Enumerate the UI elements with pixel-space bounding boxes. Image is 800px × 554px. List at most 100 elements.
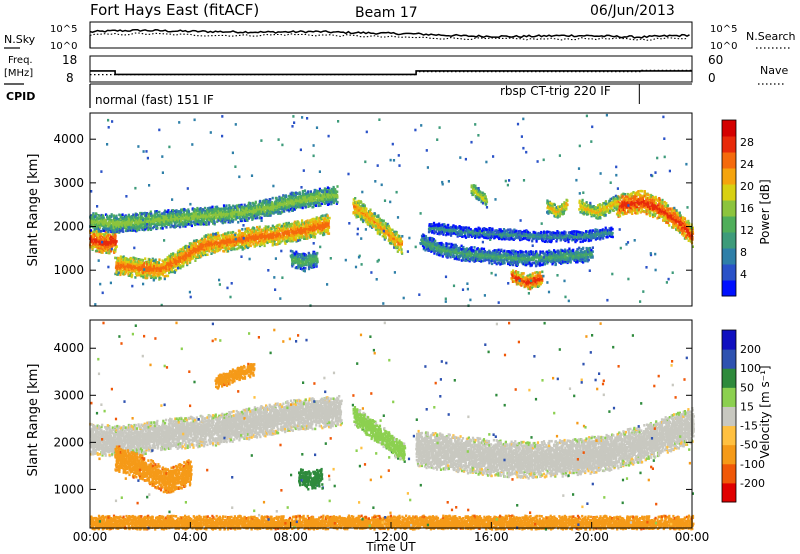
heatmap-cell (269, 238, 273, 241)
heatmap-cell (265, 200, 268, 203)
heatmap-cell (295, 240, 298, 243)
heatmap-cell (161, 272, 164, 275)
heatmap-cell (376, 232, 379, 235)
heatmap-cell (178, 219, 182, 223)
heatmap-cell (437, 244, 440, 247)
heatmap-cell (217, 241, 220, 245)
heatmap-cell (327, 226, 331, 229)
heatmap-cell (246, 229, 249, 233)
heatmap-cell (400, 248, 403, 251)
heatmap-cell (159, 226, 162, 230)
heatmap-cell (436, 242, 439, 245)
heatmap-cell (95, 230, 98, 233)
heatmap-cell (191, 215, 194, 218)
heatmap-cell (366, 211, 369, 215)
heatmap-cell (240, 218, 243, 221)
heatmap-cell (242, 235, 245, 238)
heatmap-cell (382, 219, 385, 223)
heatmap-cell (168, 268, 171, 271)
heatmap-cell (122, 221, 125, 225)
heatmap-cell (238, 232, 241, 235)
heatmap-cell (167, 216, 170, 219)
heatmap-cell (117, 218, 120, 221)
heatmap-cell (327, 190, 330, 194)
heatmap-cell (159, 272, 162, 276)
heatmap-cell (252, 242, 255, 246)
heatmap-cell (121, 221, 124, 225)
heatmap-cell (190, 216, 193, 220)
heatmap-cell (323, 202, 327, 205)
heatmap-cell (355, 200, 358, 204)
heatmap-cell (148, 263, 151, 266)
heatmap-cell (282, 238, 285, 241)
heatmap-cell (291, 236, 294, 240)
heatmap-cell (395, 236, 398, 239)
heatmap-cell (453, 246, 456, 250)
heatmap-cell (163, 211, 166, 214)
heatmap-cell (368, 218, 371, 222)
heatmap-cell (124, 229, 128, 233)
heatmap-cell (220, 234, 223, 237)
heatmap-cell (172, 252, 175, 255)
heatmap-cell (306, 237, 309, 240)
heatmap-cell (288, 202, 291, 206)
heatmap-cell (360, 209, 363, 213)
heatmap-cell (198, 211, 201, 214)
heatmap-cell (288, 231, 291, 235)
heatmap-cell (238, 212, 241, 215)
heatmap-cell (106, 245, 109, 249)
heatmap-cell (326, 193, 329, 197)
heatmap-cell (136, 264, 139, 268)
heatmap-cell (247, 243, 250, 247)
heatmap-cell (321, 214, 324, 217)
heatmap-cell (113, 235, 116, 238)
heatmap-cell (299, 195, 302, 198)
heatmap-cell (116, 267, 119, 271)
heatmap-cell (440, 253, 443, 257)
heatmap-cell (130, 273, 134, 277)
heatmap-cell (182, 257, 185, 260)
heatmap-cell (228, 247, 231, 250)
heatmap-cell (242, 243, 245, 247)
heatmap-cell (220, 209, 223, 213)
heatmap-cell (256, 228, 259, 232)
heatmap-cell (176, 219, 179, 223)
heatmap-cell (454, 248, 458, 251)
heatmap-cell (194, 243, 198, 246)
heatmap-cell (223, 212, 226, 215)
date-title: 06/Jun/2013 (590, 3, 675, 19)
heatmap-cell (186, 263, 189, 267)
heatmap-cell (373, 218, 376, 221)
heatmap-cell (270, 232, 273, 236)
heatmap-cell (369, 208, 372, 212)
heatmap-cell (377, 214, 380, 217)
heatmap-cell (149, 268, 152, 272)
heatmap-cell (208, 250, 211, 253)
heatmap-cell (214, 212, 218, 215)
noise-panel: N.Sky 10^5 10^0 10^5 10^0 N.Search (4, 21, 796, 52)
heatmap-cell (244, 213, 247, 216)
heatmap-cell (363, 205, 366, 209)
heatmap-cell (318, 189, 322, 192)
heatmap-cell (114, 243, 117, 246)
heatmap-cell (126, 229, 130, 232)
heatmap-cell (313, 236, 317, 239)
heatmap-cell (144, 276, 147, 280)
heatmap-cell (471, 252, 474, 255)
heatmap-cell (128, 274, 131, 277)
heatmap-cell (144, 221, 147, 224)
heatmap-cell (130, 260, 133, 264)
heatmap-cell (359, 205, 362, 208)
heatmap-cell (216, 241, 219, 245)
heatmap-cell (205, 244, 208, 247)
heatmap-cell (158, 258, 161, 261)
heatmap-cell (439, 253, 442, 257)
heatmap-cell (229, 209, 233, 213)
heatmap-cell (301, 219, 304, 222)
heatmap-cell (277, 233, 280, 237)
heatmap-cell (206, 220, 209, 223)
heatmap-cell (125, 257, 129, 261)
heatmap-cell (253, 214, 256, 217)
heatmap-cell (320, 202, 323, 205)
heatmap-cell (299, 231, 302, 234)
